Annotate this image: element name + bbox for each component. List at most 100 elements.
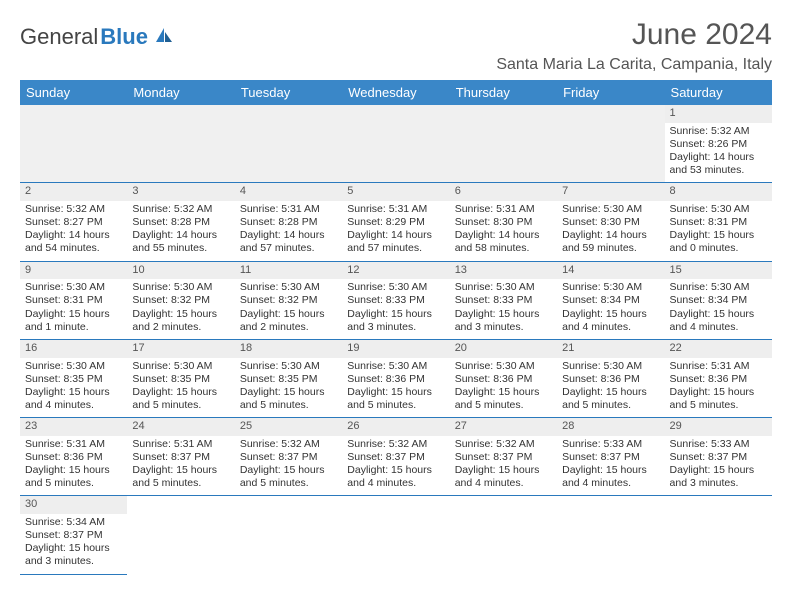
day-header: Sunday — [20, 80, 127, 105]
calendar-week: 30Sunrise: 5:34 AMSunset: 8:37 PMDayligh… — [20, 496, 772, 574]
day-number: 5 — [342, 183, 449, 201]
daylight-text: Daylight: 15 hours and 3 minutes. — [347, 308, 444, 334]
sunrise-text: Sunrise: 5:34 AM — [25, 516, 122, 529]
sunset-text: Sunset: 8:34 PM — [670, 294, 767, 307]
day-number: 10 — [127, 262, 234, 280]
calendar-cell: 23Sunrise: 5:31 AMSunset: 8:36 PMDayligh… — [20, 418, 127, 496]
day-number: 27 — [450, 418, 557, 436]
sunrise-text: Sunrise: 5:30 AM — [670, 281, 767, 294]
sunset-text: Sunset: 8:35 PM — [240, 373, 337, 386]
sunset-text: Sunset: 8:31 PM — [25, 294, 122, 307]
daylight-text: Daylight: 14 hours and 53 minutes. — [670, 151, 767, 177]
daylight-text: Daylight: 15 hours and 4 minutes. — [347, 464, 444, 490]
calendar-cell: 22Sunrise: 5:31 AMSunset: 8:36 PMDayligh… — [665, 339, 772, 417]
calendar-body: 1Sunrise: 5:32 AMSunset: 8:26 PMDaylight… — [20, 105, 772, 574]
day-number: 25 — [235, 418, 342, 436]
calendar-cell: 7Sunrise: 5:30 AMSunset: 8:30 PMDaylight… — [557, 183, 664, 261]
daylight-text: Daylight: 15 hours and 5 minutes. — [132, 386, 229, 412]
daylight-text: Daylight: 15 hours and 5 minutes. — [562, 386, 659, 412]
sunset-text: Sunset: 8:37 PM — [562, 451, 659, 464]
location: Santa Maria La Carita, Campania, Italy — [496, 56, 772, 74]
sunset-text: Sunset: 8:30 PM — [455, 216, 552, 229]
sunset-text: Sunset: 8:35 PM — [132, 373, 229, 386]
sunrise-text: Sunrise: 5:31 AM — [132, 438, 229, 451]
calendar-week: 23Sunrise: 5:31 AMSunset: 8:36 PMDayligh… — [20, 418, 772, 496]
calendar-cell: 21Sunrise: 5:30 AMSunset: 8:36 PMDayligh… — [557, 339, 664, 417]
calendar-cell — [20, 105, 127, 183]
day-number: 9 — [20, 262, 127, 280]
calendar-cell: 14Sunrise: 5:30 AMSunset: 8:34 PMDayligh… — [557, 261, 664, 339]
sunrise-text: Sunrise: 5:31 AM — [240, 203, 337, 216]
sunset-text: Sunset: 8:37 PM — [240, 451, 337, 464]
sunset-text: Sunset: 8:37 PM — [455, 451, 552, 464]
day-number: 21 — [557, 340, 664, 358]
day-number: 24 — [127, 418, 234, 436]
calendar-cell: 17Sunrise: 5:30 AMSunset: 8:35 PMDayligh… — [127, 339, 234, 417]
sunset-text: Sunset: 8:36 PM — [670, 373, 767, 386]
sunrise-text: Sunrise: 5:30 AM — [240, 360, 337, 373]
calendar-cell: 2Sunrise: 5:32 AMSunset: 8:27 PMDaylight… — [20, 183, 127, 261]
calendar-cell: 4Sunrise: 5:31 AMSunset: 8:28 PMDaylight… — [235, 183, 342, 261]
logo-text-general: General — [20, 24, 98, 50]
daylight-text: Daylight: 15 hours and 4 minutes. — [455, 464, 552, 490]
sunset-text: Sunset: 8:37 PM — [670, 451, 767, 464]
day-header: Wednesday — [342, 80, 449, 105]
daylight-text: Daylight: 15 hours and 4 minutes. — [562, 464, 659, 490]
sunset-text: Sunset: 8:28 PM — [240, 216, 337, 229]
day-number: 8 — [665, 183, 772, 201]
sunrise-text: Sunrise: 5:30 AM — [562, 281, 659, 294]
day-number: 28 — [557, 418, 664, 436]
calendar-cell: 27 Sunrise: 5:32 AMSunset: 8:37 PMDayligh… — [450, 418, 557, 496]
sunrise-text: Sunrise: 5:30 AM — [240, 281, 337, 294]
day-number: 16 — [20, 340, 127, 358]
calendar-cell: 30Sunrise: 5:34 AMSunset: 8:37 PMDayligh… — [20, 496, 127, 574]
calendar-cell: 8Sunrise: 5:30 AMSunset: 8:31 PMDaylight… — [665, 183, 772, 261]
day-number: 29 — [665, 418, 772, 436]
calendar-cell: 12Sunrise: 5:30 AMSunset: 8:33 PMDayligh… — [342, 261, 449, 339]
calendar-cell: 13Sunrise: 5:30 AMSunset: 8:33 PMDayligh… — [450, 261, 557, 339]
sunset-text: Sunset: 8:36 PM — [25, 451, 122, 464]
sunrise-text: Sunrise: 5:30 AM — [455, 281, 552, 294]
sunrise-text: Sunrise: 5:30 AM — [562, 203, 659, 216]
calendar-cell: 9Sunrise: 5:30 AMSunset: 8:31 PMDaylight… — [20, 261, 127, 339]
calendar-cell: 25Sunrise: 5:32 AMSunset: 8:37 PMDayligh… — [235, 418, 342, 496]
sunrise-text: Sunrise: 5:30 AM — [132, 360, 229, 373]
sunrise-text: Sunrise: 5:32 AM — [240, 438, 337, 451]
sunrise-text: Sunrise: 5:30 AM — [25, 360, 122, 373]
sunrise-text: Sunrise: 5:33 AM — [562, 438, 659, 451]
calendar-cell: 29Sunrise: 5:33 AMSunset: 8:37 PMDayligh… — [665, 418, 772, 496]
sunrise-text: Sunrise: 5:31 AM — [455, 203, 552, 216]
daylight-text: Daylight: 15 hours and 2 minutes. — [240, 308, 337, 334]
day-number: 12 — [342, 262, 449, 280]
calendar-table: SundayMondayTuesdayWednesdayThursdayFrid… — [20, 80, 772, 575]
daylight-text: Daylight: 15 hours and 1 minute. — [25, 308, 122, 334]
sunset-text: Sunset: 8:31 PM — [670, 216, 767, 229]
daylight-text: Daylight: 15 hours and 5 minutes. — [132, 464, 229, 490]
calendar-cell: 18Sunrise: 5:30 AMSunset: 8:35 PMDayligh… — [235, 339, 342, 417]
header: General Blue June 2024 Santa Maria La Ca… — [20, 18, 772, 74]
calendar-cell: 16Sunrise: 5:30 AMSunset: 8:35 PMDayligh… — [20, 339, 127, 417]
sunrise-text: Sunrise: 5:32 AM — [455, 438, 552, 451]
sunset-text: Sunset: 8:32 PM — [132, 294, 229, 307]
day-number: 6 — [450, 183, 557, 201]
calendar-cell — [235, 496, 342, 574]
sunrise-text: Sunrise: 5:30 AM — [562, 360, 659, 373]
daylight-text: Daylight: 14 hours and 55 minutes. — [132, 229, 229, 255]
daylight-text: Daylight: 15 hours and 3 minutes. — [25, 542, 122, 568]
daylight-text: Daylight: 15 hours and 4 minutes. — [562, 308, 659, 334]
calendar-week: 9Sunrise: 5:30 AMSunset: 8:31 PMDaylight… — [20, 261, 772, 339]
sunrise-text: Sunrise: 5:32 AM — [25, 203, 122, 216]
calendar-cell: 3Sunrise: 5:32 AMSunset: 8:28 PMDaylight… — [127, 183, 234, 261]
day-number: 3 — [127, 183, 234, 201]
daylight-text: Daylight: 15 hours and 4 minutes. — [25, 386, 122, 412]
day-number: 4 — [235, 183, 342, 201]
calendar-cell: 20Sunrise: 5:30 AMSunset: 8:36 PMDayligh… — [450, 339, 557, 417]
calendar-cell: 26Sunrise: 5:32 AMSunset: 8:37 PMDayligh… — [342, 418, 449, 496]
sunset-text: Sunset: 8:28 PM — [132, 216, 229, 229]
calendar-cell — [557, 105, 664, 183]
calendar-cell — [450, 105, 557, 183]
daylight-text: Daylight: 15 hours and 4 minutes. — [670, 308, 767, 334]
sunrise-text: Sunrise: 5:30 AM — [455, 360, 552, 373]
calendar-cell: 1Sunrise: 5:32 AMSunset: 8:26 PMDaylight… — [665, 105, 772, 183]
daylight-text: Daylight: 15 hours and 0 minutes. — [670, 229, 767, 255]
